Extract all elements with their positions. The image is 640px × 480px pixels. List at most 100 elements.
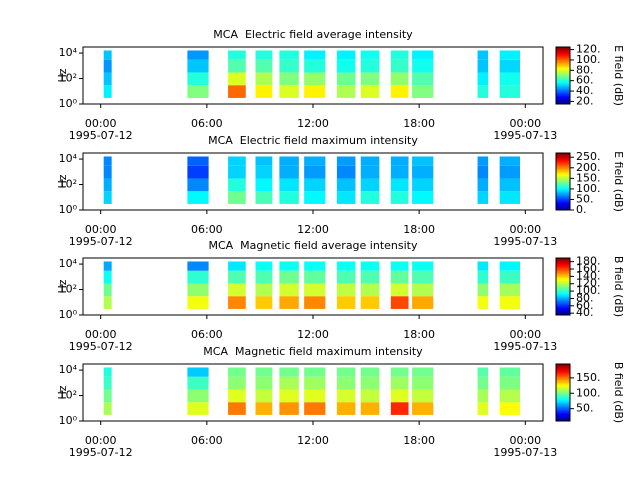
- spectrogram-cell: [187, 178, 209, 192]
- spectrogram-cell: [187, 270, 209, 284]
- colorbar-step: [556, 283, 570, 286]
- spectrogram-cell: [304, 283, 326, 297]
- colorbar-step: [556, 389, 570, 392]
- panel-title: MCA Magnetic field average intensity: [208, 239, 417, 252]
- colorbar-step: [556, 276, 570, 279]
- spectrogram-cell: [228, 296, 246, 309]
- spectrogram-cell: [255, 261, 273, 271]
- spectrogram-cell: [103, 296, 112, 309]
- colorbar-step: [556, 271, 570, 274]
- spectrogram-cell: [187, 402, 209, 415]
- colorbar-step: [556, 189, 570, 192]
- spectrogram-cell: [336, 165, 356, 179]
- spectrogram-cell: [279, 178, 299, 192]
- colorbar-frame: [555, 152, 571, 211]
- spectrogram-cell: [499, 72, 520, 86]
- spectrogram-cell: [499, 376, 520, 390]
- colorbar-step: [556, 182, 570, 185]
- colorbar-step: [556, 264, 570, 267]
- spectrogram-cell: [390, 72, 409, 86]
- x-tick-label: 00:00: [85, 328, 117, 341]
- colorbar-step: [556, 382, 570, 385]
- spectrogram-cell: [499, 261, 520, 271]
- spectrogram-cell: [477, 59, 489, 73]
- date-label: 1995-07-12: [69, 235, 133, 248]
- y-tick-label: 10²: [59, 389, 77, 402]
- y-tick-label: 10²: [59, 178, 77, 191]
- spectrogram-cell: [187, 261, 209, 271]
- spectrogram-cell: [499, 283, 520, 297]
- spectrogram-cell: [477, 261, 489, 271]
- colorbar-step: [556, 293, 570, 296]
- colorbar-step: [556, 174, 570, 177]
- spectrogram-cell: [187, 283, 209, 297]
- spectrogram-cell: [390, 389, 409, 403]
- colorbar-step: [556, 80, 570, 83]
- spectrogram-cell: [103, 191, 112, 204]
- spectrogram-cell: [304, 402, 326, 415]
- colorbar-step: [556, 156, 570, 159]
- colorbar-tick-label: 20.: [576, 94, 594, 107]
- colorbar-step: [556, 96, 570, 99]
- spectrogram-cell: [279, 59, 299, 73]
- colorbar-step: [556, 90, 570, 93]
- x-tick-label: 18:00: [403, 117, 435, 130]
- colorbar-step: [556, 169, 570, 172]
- colorbar-step: [556, 165, 570, 168]
- spectrogram-cell: [228, 270, 246, 284]
- x-tick-label: 12:00: [297, 117, 329, 130]
- colorbar-step: [556, 274, 570, 277]
- spectrogram-cell: [412, 283, 434, 297]
- spectrogram-cell: [499, 402, 520, 415]
- y-axis-label: Hz: [56, 68, 69, 82]
- colorbar-frame: [555, 46, 571, 105]
- colorbar-tick-label: 80.: [576, 291, 594, 304]
- colorbar-step: [556, 196, 570, 199]
- spectrogram-cell: [499, 270, 520, 284]
- colorbar-step: [556, 286, 570, 289]
- spectrogram-cell: [187, 50, 209, 60]
- colorbar-step: [556, 392, 570, 395]
- colorbar-step: [556, 60, 570, 63]
- spectrogram-cell: [255, 283, 273, 297]
- spectrogram-cell: [103, 283, 112, 297]
- colorbar-step: [556, 195, 570, 198]
- colorbar-step: [556, 46, 570, 49]
- colorbar-step: [556, 403, 570, 406]
- colorbar-step: [556, 267, 570, 270]
- colorbar-step: [556, 63, 570, 66]
- colorbar-step: [556, 273, 570, 276]
- x-tick-label: 12:00: [297, 434, 329, 447]
- colorbar-step: [556, 376, 570, 379]
- spectrogram-cell: [255, 296, 273, 309]
- colorbar-step: [556, 259, 570, 262]
- spectrogram-cell: [477, 367, 489, 377]
- colorbar-step: [556, 92, 570, 95]
- y-tick-label: 10⁴: [59, 363, 78, 376]
- colorbar-step: [556, 367, 570, 370]
- colorbar-step: [556, 296, 570, 299]
- y-tick-label: 10²: [59, 72, 77, 85]
- spectrogram-cell: [103, 376, 112, 390]
- spectrogram-cell: [255, 59, 273, 73]
- spectrogram-cell: [336, 191, 356, 204]
- colorbar-step: [556, 154, 570, 157]
- colorbar-tick-label: 50.: [576, 192, 594, 205]
- spectrogram-cell: [103, 261, 112, 271]
- colorbar-tick-label: 140.: [576, 269, 601, 282]
- spectrogram-cell: [279, 367, 299, 377]
- spectrogram-cell: [390, 270, 409, 284]
- spectrogram-cell: [279, 261, 299, 271]
- colorbar-step: [556, 192, 570, 195]
- colorbar-step: [556, 313, 570, 316]
- colorbar-step: [556, 287, 570, 290]
- colorbar-step: [556, 289, 570, 292]
- colorbar-step: [556, 201, 570, 204]
- spectrogram-cell: [304, 367, 326, 377]
- colorbar-tick-label: 100.: [576, 53, 601, 66]
- colorbar-step: [556, 206, 570, 209]
- colorbar-step: [556, 377, 570, 380]
- colorbar-step: [556, 290, 570, 293]
- y-axis-label: Hz: [56, 174, 69, 188]
- x-tick-label: 12:00: [297, 328, 329, 341]
